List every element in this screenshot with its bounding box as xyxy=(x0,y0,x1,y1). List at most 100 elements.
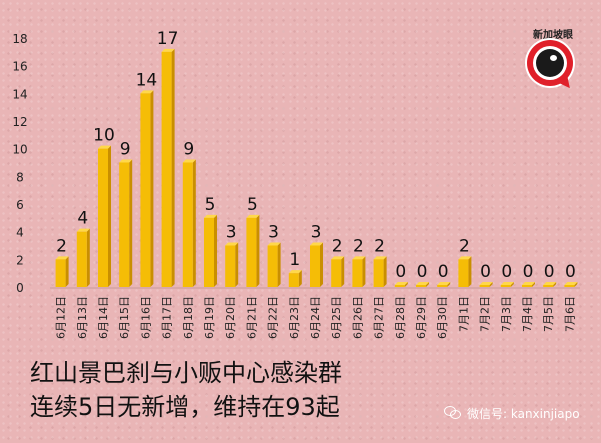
bar-side xyxy=(404,282,408,287)
wechat-watermark: 微信号: kanxinjiapo xyxy=(444,402,594,424)
bar xyxy=(331,259,342,287)
wechat-id: 微信号: kanxinjiapo xyxy=(467,406,580,421)
data-label: 2 xyxy=(332,236,343,256)
y-tick-label: 0 xyxy=(16,281,24,295)
data-label: 2 xyxy=(353,236,364,256)
bar xyxy=(394,285,405,287)
bar xyxy=(267,245,278,287)
bar xyxy=(119,162,130,287)
x-tick-label: 6月15日 xyxy=(118,296,131,339)
bar xyxy=(98,148,108,287)
data-label: 2 xyxy=(459,236,470,256)
bar-top xyxy=(267,242,281,246)
data-label: 0 xyxy=(544,262,555,282)
x-tick-label: 6月13日 xyxy=(76,296,89,339)
bar-top xyxy=(394,282,408,285)
data-label: 17 xyxy=(157,29,179,49)
bar-side xyxy=(553,282,557,287)
bar-top xyxy=(479,282,493,285)
x-tick-label: 6月21日 xyxy=(245,296,258,339)
x-tick-label: 6月29日 xyxy=(415,296,428,339)
y-tick-label: 8 xyxy=(16,170,24,184)
bar xyxy=(352,259,363,287)
x-tick-label: 6月18日 xyxy=(182,296,195,339)
bar xyxy=(204,217,214,287)
bar-side xyxy=(298,270,302,287)
bar-top xyxy=(500,282,514,285)
x-tick-label: 6月19日 xyxy=(203,296,216,339)
x-tick-label: 6月17日 xyxy=(161,296,174,339)
bar-top xyxy=(55,256,69,260)
eye-logo-icon xyxy=(527,40,573,86)
bar xyxy=(437,285,448,287)
data-label: 0 xyxy=(438,262,449,282)
bar xyxy=(182,162,193,287)
bar-side xyxy=(574,282,578,287)
bar-top xyxy=(437,282,451,285)
bar xyxy=(479,285,490,287)
x-tick-label: 7月6日 xyxy=(563,296,576,332)
caption-line-2: 连续5日无新增，维持在93起 xyxy=(30,393,340,421)
bar-side xyxy=(426,282,429,287)
y-tick-label: 16 xyxy=(12,60,27,74)
bar-top xyxy=(246,214,260,218)
data-label: 10 xyxy=(93,126,115,146)
x-tick-label: 6月26日 xyxy=(351,296,364,339)
bar xyxy=(288,273,299,287)
data-label: 14 xyxy=(136,70,158,90)
bar-top xyxy=(288,270,302,274)
data-label: 9 xyxy=(120,140,131,160)
bar-top xyxy=(458,256,472,260)
bar xyxy=(246,217,257,287)
data-label: 9 xyxy=(183,140,194,160)
data-label: 4 xyxy=(77,209,88,229)
data-label: 1 xyxy=(289,250,300,270)
bar-top xyxy=(76,228,90,232)
bar xyxy=(500,285,511,287)
x-tick-label: 6月30日 xyxy=(436,296,449,339)
x-tick-label: 6月12日 xyxy=(55,296,68,339)
data-label: 5 xyxy=(247,195,258,215)
bar xyxy=(225,245,236,287)
bar-top xyxy=(564,282,578,285)
bar xyxy=(373,259,384,287)
bar-side xyxy=(341,256,345,287)
x-tick-label: 6月20日 xyxy=(224,296,237,339)
bar-top xyxy=(182,159,196,163)
bar-side xyxy=(65,256,69,287)
y-tick-label: 12 xyxy=(12,115,27,129)
y-tick-label: 18 xyxy=(12,32,27,46)
bar-top xyxy=(416,282,429,285)
y-tick-label: 6 xyxy=(16,198,24,212)
data-label: 0 xyxy=(395,262,406,282)
bar-side xyxy=(86,228,90,287)
x-tick-label: 6月28日 xyxy=(394,296,407,339)
x-tick-label: 6月16日 xyxy=(139,296,152,339)
x-tick-label: 7月5日 xyxy=(542,296,555,332)
bar-top xyxy=(373,256,387,260)
bar-side xyxy=(192,159,196,287)
y-tick-label: 4 xyxy=(16,226,24,240)
data-label: 3 xyxy=(226,223,237,243)
bar-top xyxy=(352,256,366,260)
bar-top xyxy=(140,90,154,94)
bar-top xyxy=(225,242,239,246)
bar-top xyxy=(543,282,557,285)
bar-side xyxy=(510,282,514,287)
bar-side xyxy=(256,214,260,287)
x-tick-label: 7月4日 xyxy=(521,296,534,332)
bar-top xyxy=(119,159,133,163)
bar-side xyxy=(277,242,281,287)
data-label: 0 xyxy=(523,262,534,282)
data-label: 0 xyxy=(565,262,576,282)
bar-side xyxy=(108,145,111,287)
x-tick-label: 6月22日 xyxy=(267,296,280,339)
bar xyxy=(416,285,426,287)
bar-top xyxy=(310,242,323,246)
x-tick-label: 6月24日 xyxy=(309,296,322,339)
bar xyxy=(140,93,151,287)
bar-side xyxy=(150,90,154,287)
data-label: 0 xyxy=(480,262,491,282)
bar-side xyxy=(489,282,493,287)
